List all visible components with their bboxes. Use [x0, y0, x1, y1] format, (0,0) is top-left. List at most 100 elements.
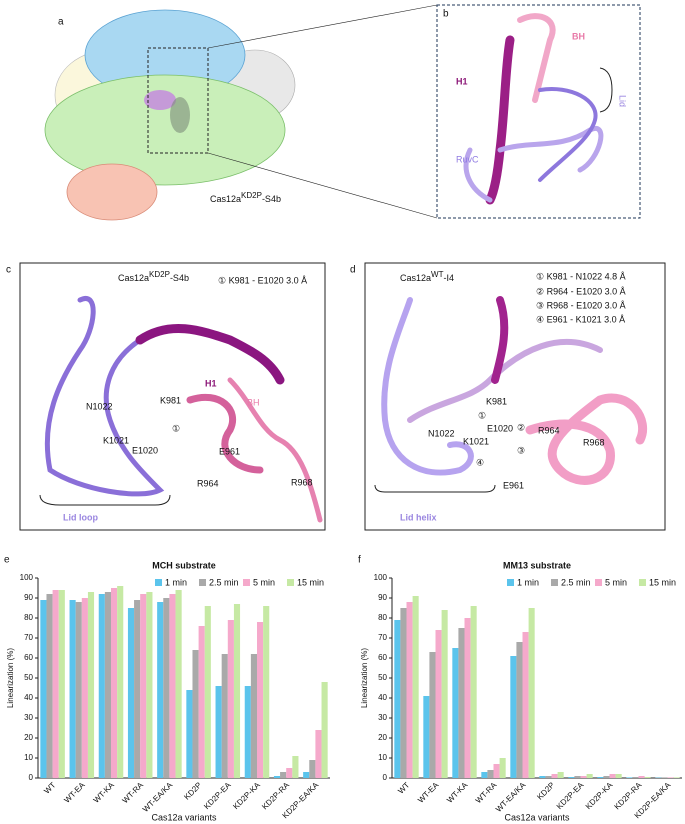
x-tick-label: KD2P [535, 781, 556, 802]
x-tick-label: KD2P-KA [231, 780, 262, 811]
x-tick-label: WT-EA [416, 780, 441, 805]
legend-swatch [155, 579, 162, 586]
bracket [599, 67, 613, 113]
bar [400, 608, 407, 778]
label: E961 [503, 480, 524, 490]
x-tick-label: WT-KA [445, 780, 470, 805]
bar [597, 777, 604, 778]
label: R964 [538, 425, 560, 435]
label: BH [572, 31, 585, 41]
bar [423, 696, 430, 778]
bar [75, 602, 82, 778]
bar [528, 608, 535, 778]
bar [586, 774, 593, 778]
bar [111, 588, 118, 778]
bar [481, 772, 488, 778]
label: N1022 [428, 428, 455, 438]
zoom-line [207, 4, 438, 49]
label: E961 [219, 446, 240, 456]
label: ① [172, 423, 180, 433]
panel-box [19, 262, 326, 531]
bar [127, 608, 135, 778]
y-tick-label: 90 [378, 593, 387, 602]
bar [580, 776, 587, 778]
bar [487, 770, 494, 778]
caption-base: Cas12a [210, 194, 241, 204]
label: RuvC [456, 154, 479, 164]
bar [280, 772, 287, 778]
bar [315, 730, 322, 778]
bar [204, 606, 211, 778]
x-tick-label: WT-RA [474, 780, 499, 805]
x-tick-label: WT-KA [92, 780, 117, 805]
title-rest: -I4 [443, 273, 454, 283]
y-tick-label: 100 [20, 573, 34, 582]
y-tick-label: 20 [378, 733, 387, 742]
bar [69, 600, 76, 778]
legend-swatch [199, 579, 206, 586]
bar [452, 648, 459, 778]
bar [632, 777, 639, 778]
label: ② [517, 422, 525, 432]
legend-entry: ① K981 - E1020 3.0 Å [218, 275, 307, 285]
legend-swatch [639, 579, 646, 586]
label: K981 [486, 396, 507, 406]
title-base: Cas12a [400, 273, 431, 283]
x-tick-label: KD2P-EA [202, 780, 233, 811]
legend-swatch [595, 579, 602, 586]
bar [169, 594, 176, 778]
zoom-line [207, 152, 438, 219]
bar [470, 606, 477, 778]
label: ① [478, 410, 486, 420]
bar [134, 600, 141, 778]
panel-box [364, 262, 666, 531]
bar [539, 776, 546, 778]
bar [58, 590, 65, 778]
x-tick-label: WT-EA [62, 780, 87, 805]
bar [574, 776, 581, 778]
bar [406, 602, 413, 778]
bar [227, 620, 234, 778]
label: Lid helix [400, 512, 437, 522]
bar [464, 618, 471, 778]
y-tick-label: 80 [378, 613, 387, 622]
y-tick-label: 60 [378, 653, 387, 662]
bar [215, 686, 222, 778]
label: E1020 [487, 423, 513, 433]
x-tick-label: KD2P [182, 781, 203, 802]
label: E1020 [132, 445, 158, 455]
title-sup: KD2P [149, 270, 170, 279]
bar [244, 686, 251, 778]
legend-label: 15 min [649, 577, 676, 587]
x-tick-label: KD2P-KA [584, 780, 615, 811]
label: K1021 [463, 436, 489, 446]
label: K981 [160, 395, 181, 405]
bar [309, 760, 316, 778]
bar [233, 604, 241, 778]
bar [273, 776, 281, 778]
label: ③ [517, 445, 525, 455]
y-tick-label: 0 [383, 773, 388, 782]
bar [104, 592, 111, 778]
bar [186, 690, 193, 778]
label: Lid loop [63, 512, 98, 522]
ribbon [44, 296, 323, 523]
ribbon [463, 13, 604, 205]
y-axis-label: Linearization (%) [6, 648, 15, 708]
label: BH [247, 397, 260, 407]
label: R968 [583, 437, 605, 447]
bar [510, 656, 517, 778]
bar [257, 622, 264, 778]
x-axis-label: Cas12a variants [504, 812, 570, 822]
x-tick-label: WT [42, 780, 57, 795]
bar [493, 764, 500, 778]
x-tick-label: WT-EA/KA [141, 780, 175, 814]
bar [557, 772, 564, 778]
bar [163, 598, 170, 778]
x-tick-label: KD2P-EA [555, 780, 586, 811]
y-tick-label: 80 [24, 613, 33, 622]
legend-entry: ③ R968 - E1020 3.0 Å [536, 300, 626, 310]
label: H1 [205, 378, 217, 388]
bar [175, 590, 182, 778]
bar [321, 682, 328, 778]
